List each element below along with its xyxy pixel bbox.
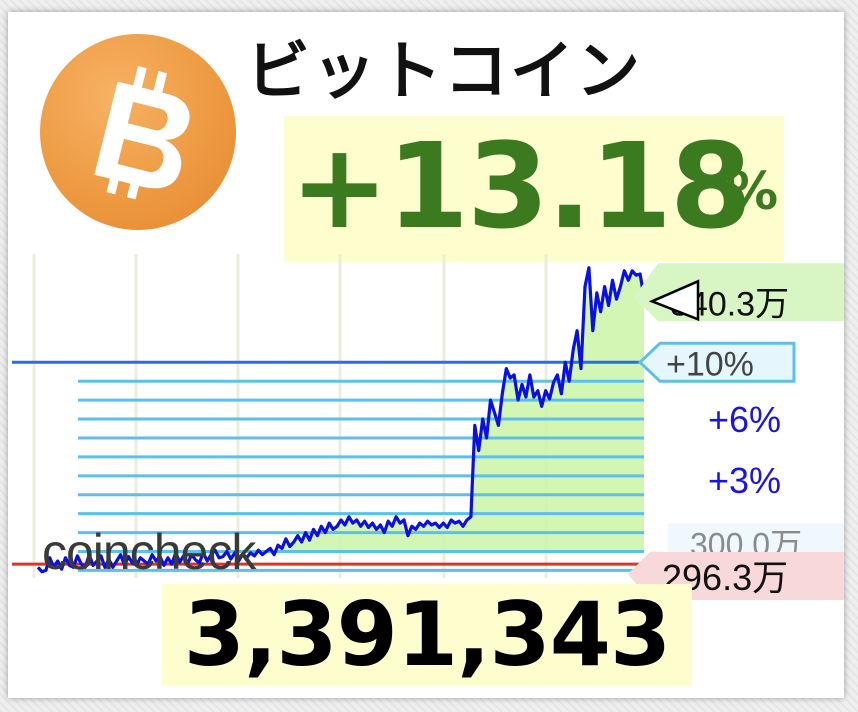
ten-percent-label: +10% <box>666 345 754 383</box>
price-highlight <box>162 584 692 686</box>
current-price-marker <box>648 279 700 322</box>
price-area <box>38 267 644 552</box>
coin-name: ビットコイン <box>246 35 642 109</box>
brand-label: coincheck <box>42 524 256 580</box>
change-percent: +13.18 <box>290 117 752 255</box>
bitcoin-logo-icon <box>94 66 190 200</box>
six-percent-label: +6% <box>708 399 781 440</box>
current-price: 3,391,343 <box>183 583 671 686</box>
change-percent-unit: % <box>726 162 779 222</box>
change-highlight <box>284 116 784 262</box>
ten-percent-tag <box>637 341 796 383</box>
ticker-card: ビットコイン +13.18 % 340.3万 +10% +6% +3% 300.0万 29… <box>8 12 844 698</box>
three-percent-label: +3% <box>708 460 781 501</box>
base-price-tag <box>668 523 844 560</box>
bitcoin-logo <box>40 34 236 230</box>
price-series-line <box>36 266 646 574</box>
